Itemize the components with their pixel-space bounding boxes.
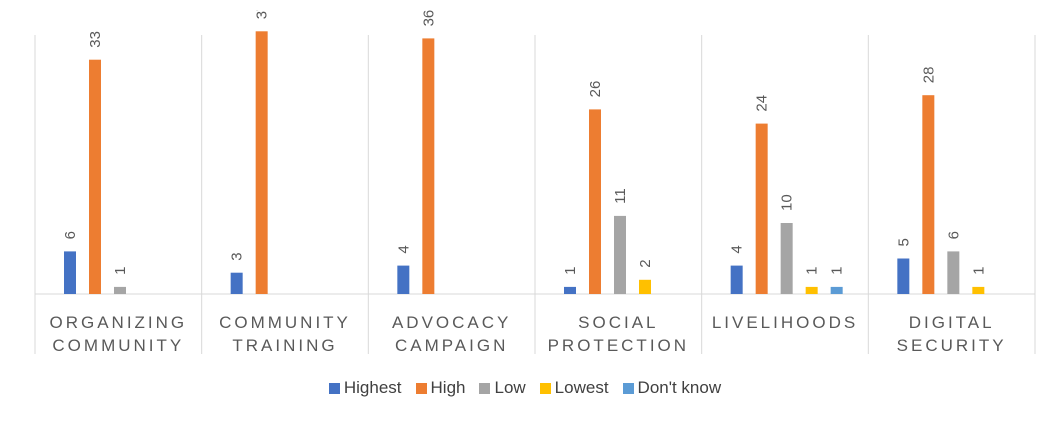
bar-lowest-5 bbox=[972, 286, 985, 294]
bar-highest-0 bbox=[64, 251, 76, 294]
legend-label: High bbox=[430, 378, 466, 397]
chart-area: 6 33 1 ORGANIZING COMMUNITY 3 37 COMMUNITY TRAIN… bbox=[8, 10, 1048, 433]
legend-swatch bbox=[415, 382, 427, 394]
data-label: 37 bbox=[254, 10, 271, 19]
bar-low-0 bbox=[114, 286, 126, 294]
bar-low-4 bbox=[780, 223, 793, 294]
bar-low-3 bbox=[614, 215, 626, 294]
data-label: 28 bbox=[920, 67, 937, 84]
legend-label: Highest bbox=[343, 378, 402, 397]
bar-highest-1 bbox=[230, 272, 243, 294]
legend-swatch bbox=[479, 382, 491, 394]
category-label: PROTECTION bbox=[548, 336, 689, 355]
data-label: 36 bbox=[420, 10, 437, 26]
data-label: 10 bbox=[779, 194, 796, 211]
category-label: TRAINING bbox=[232, 336, 337, 355]
bar-highest-5 bbox=[897, 258, 910, 294]
category-label: COMMUNITY bbox=[219, 313, 351, 332]
data-label: 4 bbox=[729, 245, 746, 253]
category-label: SOCIAL bbox=[578, 313, 658, 332]
data-label: 1 bbox=[829, 267, 846, 275]
chart-legend: Highest High Low Lowest Don't know bbox=[0, 373, 1050, 403]
bar-high-3 bbox=[589, 109, 601, 295]
bar-high-1 bbox=[255, 31, 268, 295]
data-label: 6 bbox=[62, 231, 79, 239]
legend-item: Lowest bbox=[539, 378, 609, 398]
legend-item: High bbox=[415, 378, 466, 398]
legend-label: Don't know bbox=[637, 378, 722, 397]
data-label: 3 bbox=[229, 252, 246, 260]
data-label: 26 bbox=[587, 81, 604, 98]
category-label: DIGITAL bbox=[909, 313, 995, 332]
data-label: 33 bbox=[87, 31, 104, 48]
category-label: COMMUNITY bbox=[52, 336, 184, 355]
legend-item: Low bbox=[479, 378, 526, 398]
data-label: 1 bbox=[112, 267, 129, 275]
data-label: 5 bbox=[895, 238, 912, 246]
data-label: 24 bbox=[754, 95, 771, 112]
legend-item: Highest bbox=[328, 378, 402, 398]
bar-lowest-4 bbox=[805, 286, 818, 294]
category-label: SECURITY bbox=[897, 336, 1007, 355]
bar-high-2 bbox=[422, 38, 435, 295]
data-label: 4 bbox=[395, 245, 412, 253]
category-label: LIVELIHOODS bbox=[712, 313, 858, 332]
bar-highest-4 bbox=[730, 265, 743, 294]
legend-label: Lowest bbox=[554, 378, 609, 397]
chart-svg: 6 33 1 ORGANIZING COMMUNITY 3 37 COMMUNITY TRAIN… bbox=[34, 10, 1036, 355]
data-label: 2 bbox=[637, 259, 654, 267]
legend-swatch bbox=[539, 382, 551, 394]
category-label: ADVOCACY bbox=[392, 313, 511, 332]
bar-don-t-know-4 bbox=[830, 286, 843, 294]
legend-swatch bbox=[328, 382, 340, 394]
bar-high-0 bbox=[89, 59, 101, 295]
category-label: ORGANIZING bbox=[49, 313, 187, 332]
bar-highest-3 bbox=[564, 286, 576, 294]
data-label: 1 bbox=[804, 267, 821, 275]
bar-high-5 bbox=[922, 95, 935, 294]
bar-lowest-3 bbox=[639, 279, 651, 294]
data-label: 11 bbox=[612, 188, 629, 204]
category-label: CAMPAIGN bbox=[395, 336, 508, 355]
data-label: 6 bbox=[945, 231, 962, 239]
legend-label: Low bbox=[494, 378, 526, 397]
legend-swatch bbox=[622, 382, 634, 394]
data-label: 1 bbox=[970, 267, 987, 275]
legend-item: Don't know bbox=[622, 378, 722, 398]
bar-highest-2 bbox=[397, 265, 410, 294]
data-label: 1 bbox=[562, 267, 579, 275]
bar-high-4 bbox=[755, 123, 768, 294]
bar-low-5 bbox=[947, 251, 960, 294]
